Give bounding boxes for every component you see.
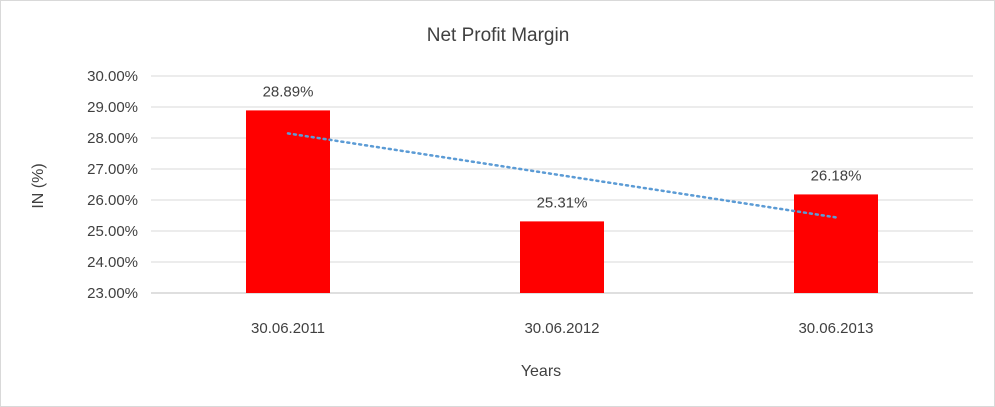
bar xyxy=(794,194,878,293)
y-tick-label: 28.00% xyxy=(87,130,138,147)
y-tick-label: 26.00% xyxy=(87,192,138,209)
data-label: 25.31% xyxy=(537,194,588,211)
y-axis-label: IN (%) xyxy=(30,163,47,208)
y-tick-label: 27.00% xyxy=(87,161,138,178)
x-tick-label: 30.06.2012 xyxy=(524,320,599,337)
x-tick-label: 30.06.2013 xyxy=(798,320,873,337)
y-tick-label: 29.00% xyxy=(87,99,138,116)
x-tick-label: 30.06.2011 xyxy=(251,320,325,337)
bar xyxy=(246,110,330,293)
y-tick-label: 25.00% xyxy=(87,223,138,240)
y-tick-label: 30.00% xyxy=(87,68,138,85)
y-tick-label: 23.00% xyxy=(87,285,138,302)
x-axis-label: Years xyxy=(521,363,561,380)
chart-title: Net Profit Margin xyxy=(427,25,570,46)
y-tick-label: 24.00% xyxy=(87,254,138,271)
data-label: 26.18% xyxy=(811,167,862,184)
bar xyxy=(520,221,604,293)
trendline xyxy=(286,132,838,219)
data-label: 28.89% xyxy=(263,83,314,100)
